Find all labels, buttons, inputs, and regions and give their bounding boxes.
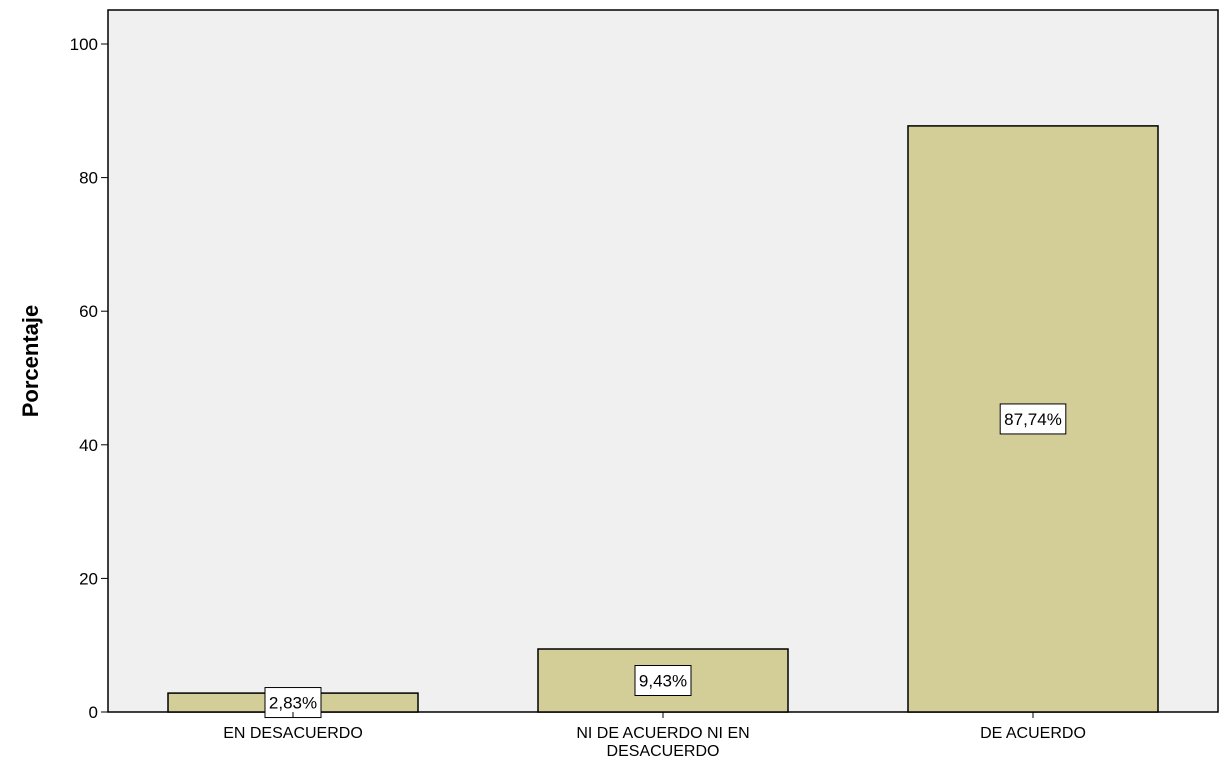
y-tick-label: 100	[70, 35, 98, 54]
category-label-1: EN DESACUERDO	[223, 725, 363, 742]
data-label-2: 9,43%	[634, 665, 692, 697]
y-tick-label: 60	[79, 302, 98, 321]
category-label-3: DE ACUERDO	[980, 725, 1086, 742]
category-label-2: NI DE ACUERDO NI EN DESACUERDO	[576, 725, 749, 760]
data-label-text: 9,43%	[639, 672, 687, 691]
data-label-text: 87,74%	[1004, 410, 1062, 429]
data-label-text: 2,83%	[269, 694, 317, 713]
data-label-box	[634, 665, 692, 697]
data-label-1: 2,83%	[264, 687, 322, 719]
data-labels-layer: 2,83% 9,43% 87,74%	[264, 403, 1067, 719]
y-tick-label: 20	[79, 569, 98, 588]
data-label-3: 87,74%	[999, 403, 1067, 435]
y-tick-label: 0	[89, 703, 98, 722]
y-tick-label: 40	[79, 436, 98, 455]
data-label-box	[999, 403, 1067, 435]
y-axis: 0 20 40 60 80 100	[70, 35, 108, 722]
x-axis-categories: EN DESACUERDO NI DE ACUERDO NI EN DESACUER…	[223, 712, 1086, 760]
y-axis-label: Porcentaje	[18, 305, 43, 418]
y-tick-label: 80	[79, 169, 98, 188]
